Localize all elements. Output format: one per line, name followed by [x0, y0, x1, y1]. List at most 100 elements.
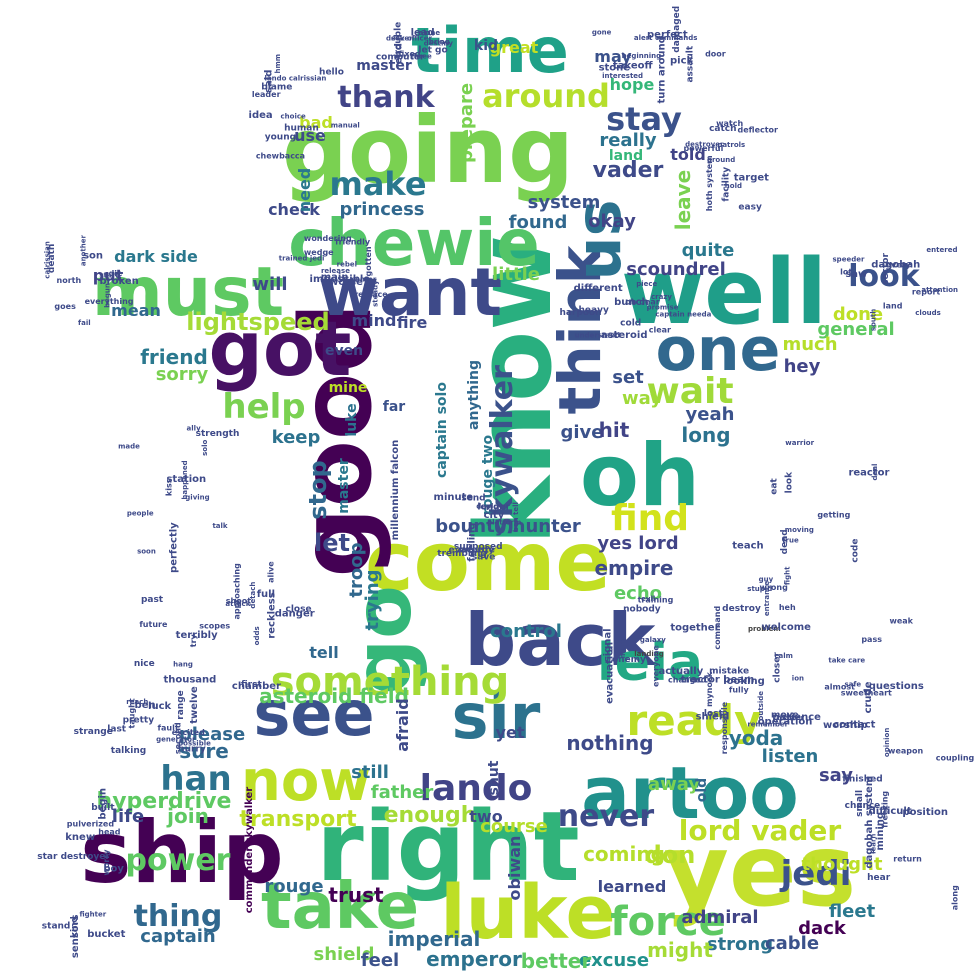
word-matter: matter — [777, 714, 804, 722]
word-sure: sure — [179, 739, 229, 763]
word-hey: hey — [784, 356, 821, 377]
word-understand: understand — [575, 331, 620, 339]
word-learned: learned — [598, 877, 667, 896]
word-three: three — [410, 52, 432, 60]
word-entered: entered — [926, 246, 957, 254]
word-kid: kid — [474, 38, 498, 54]
word-guy: guy — [759, 575, 774, 583]
word-opinion: opinion — [883, 728, 891, 757]
word-captain-needa: captain needa — [655, 310, 711, 318]
word-one: one — [656, 315, 781, 385]
word-chance: chance — [845, 801, 881, 811]
word-door: door — [705, 50, 726, 59]
word-yes: yes — [664, 812, 857, 929]
word-scoundrel: scoundrel — [626, 259, 726, 280]
word-lando-calrissian: lando calrissian — [264, 75, 326, 83]
word-friend: friend — [140, 345, 208, 369]
word-deck-officer: deck officer — [386, 35, 433, 43]
word-bounty-hunter: bounty hunter — [435, 516, 581, 537]
word-longer: longer — [477, 502, 510, 512]
word-main: main — [321, 272, 349, 283]
word-tractor-beam: tractor beam — [681, 675, 755, 686]
word-giving: giving — [185, 494, 209, 502]
word-deploy: deploy — [476, 503, 503, 511]
word-difficult: difficult — [869, 806, 912, 817]
word-trained-jedi: trained jedi — [279, 254, 325, 262]
word-landing: landing — [634, 650, 664, 658]
word-excuse: excuse — [579, 950, 649, 971]
word-jedi: jedi — [779, 854, 852, 894]
word-shield: shield — [314, 944, 375, 965]
word-strange: strange — [74, 727, 113, 737]
word-changed: changed — [668, 675, 707, 684]
word-speeder: speeder — [833, 255, 865, 263]
word-listen: listen — [762, 746, 819, 767]
word-deal: deal — [871, 464, 879, 481]
word-minute: minute — [434, 492, 474, 503]
word-impossible: impossible — [310, 274, 371, 285]
word-bucket: bucket — [87, 929, 125, 940]
word-signal: signal — [602, 628, 613, 662]
word-two: two — [469, 807, 502, 826]
word-last: last — [107, 724, 127, 734]
word-detach: detach — [249, 582, 257, 609]
word-chewie: chewie — [288, 207, 539, 281]
word-stop: stop — [304, 460, 332, 519]
word-dack: dack — [798, 918, 847, 939]
word-thing: thing — [134, 899, 223, 934]
word-eat: eat — [770, 478, 780, 495]
word-bunch: bunch — [614, 297, 648, 308]
word-assault: assault — [686, 45, 696, 82]
word-pretty: pretty — [123, 716, 155, 726]
word-hmm: hmm — [274, 54, 282, 74]
word-dagobah: dagobah — [871, 260, 920, 271]
word-millennium-falcon: millennium falcon — [390, 440, 401, 541]
word-code: code — [851, 539, 861, 563]
word-fighter: fighter — [79, 911, 106, 919]
word-remember: remember — [747, 720, 788, 728]
word-something: something — [271, 659, 510, 705]
word-rebel: rebel — [337, 260, 357, 268]
word-pick: pick — [670, 55, 694, 66]
word-transport: transport — [239, 807, 357, 832]
word-trouble: trouble — [393, 22, 403, 59]
word-station: station — [166, 474, 206, 485]
word-ready: ready — [627, 696, 762, 745]
word-target: target — [734, 173, 769, 184]
word-yoda: yoda — [729, 726, 784, 750]
word-back: back — [465, 598, 658, 682]
word-oh: oh — [580, 426, 700, 526]
word-reckless: reckless — [266, 592, 277, 638]
word-sector: sector — [881, 253, 891, 285]
word-death: death — [47, 244, 57, 273]
word-enough: enough — [384, 803, 477, 828]
word-done: done — [833, 304, 883, 325]
word-sorry: sorry — [156, 364, 209, 385]
word-coupling: coupling — [936, 753, 975, 762]
word-yeah: yeah — [686, 404, 735, 425]
word-worship: worship — [823, 720, 868, 731]
word-may: may — [594, 47, 632, 66]
word-empire: empire — [594, 556, 673, 580]
word-son: son — [83, 251, 103, 262]
word-make: make — [329, 165, 426, 203]
word-chewbacca: chewbacca — [256, 152, 305, 161]
word-well: well — [621, 240, 827, 345]
word-troop: troop — [346, 542, 367, 597]
word-help: help — [222, 387, 305, 427]
word-broken: broken — [100, 276, 139, 287]
word-see: see — [253, 677, 374, 750]
word-idea: idea — [249, 110, 273, 121]
word-dagobah-system: dagobah system — [864, 776, 875, 869]
word-alive: alive — [267, 561, 276, 583]
word-range: range — [176, 690, 186, 719]
word-wrong: wrong — [760, 583, 789, 592]
word-going: going — [282, 97, 574, 204]
word-kind: kind — [70, 916, 80, 938]
word-second: second — [173, 722, 182, 754]
word-evil: evil — [641, 595, 655, 603]
word-hello: hello — [319, 67, 344, 77]
word-evacuate: evacuate — [449, 545, 495, 555]
word-thought: thought — [802, 854, 883, 875]
